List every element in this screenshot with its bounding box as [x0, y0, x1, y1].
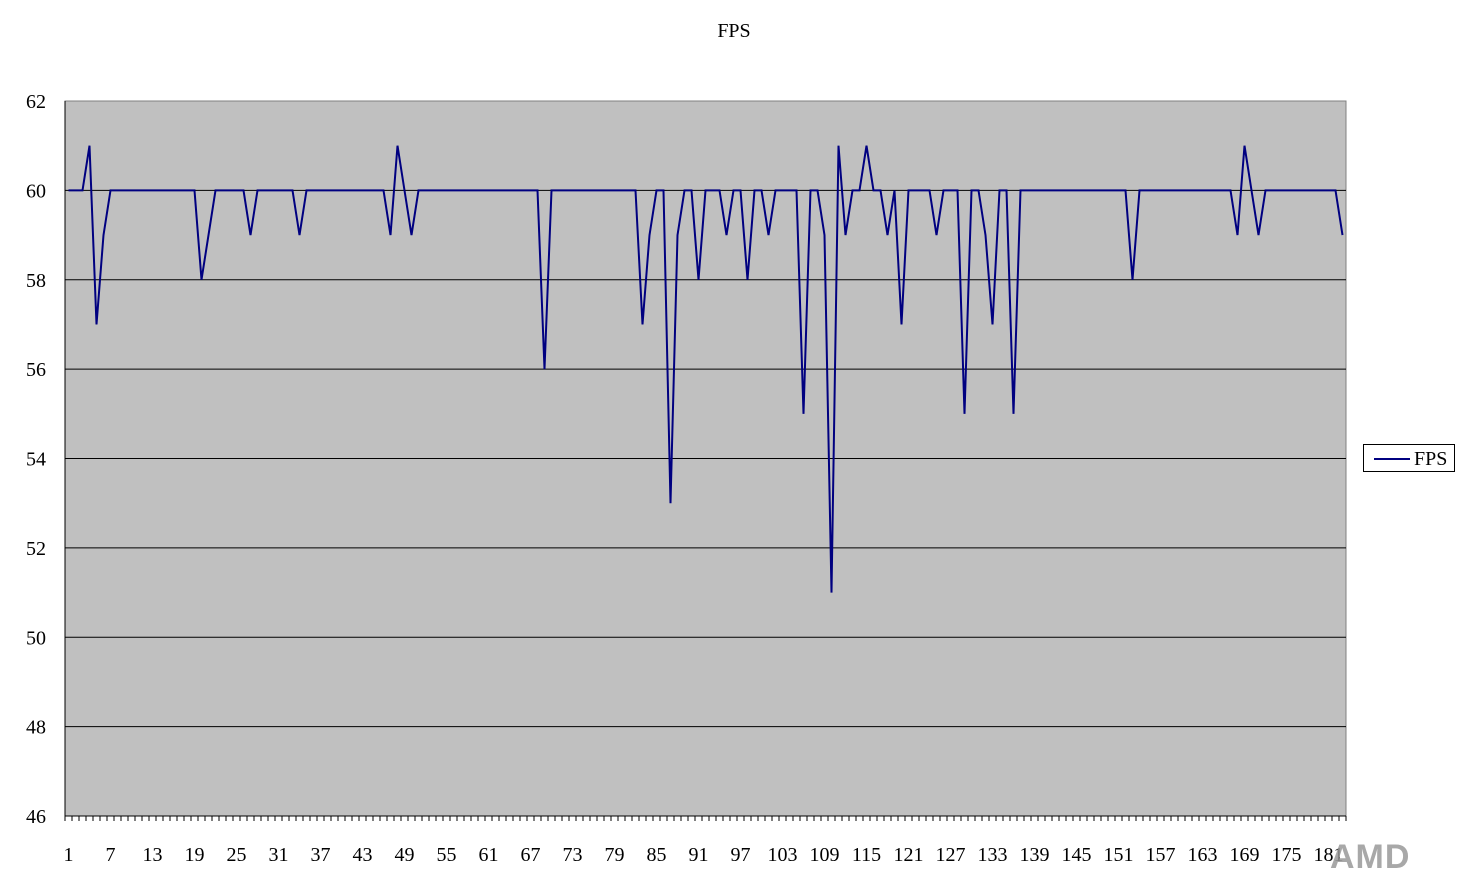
- x-tick-label: 127: [936, 844, 966, 866]
- y-tick-label: 46: [26, 806, 46, 828]
- x-tick-label: 61: [479, 844, 499, 866]
- x-tick-label: 157: [1146, 844, 1176, 866]
- x-tick-label: 7: [106, 844, 116, 866]
- y-tick-label: 56: [26, 359, 46, 381]
- x-tick-label: 97: [731, 844, 751, 866]
- chart-title: FPS: [717, 20, 751, 42]
- x-tick-label: 121: [894, 844, 924, 866]
- x-tick-label: 85: [647, 844, 667, 866]
- series-line-fps: [68, 145, 1344, 593]
- x-tick-label: 139: [1020, 844, 1050, 866]
- x-tick-label: 79: [605, 844, 625, 866]
- x-tick-label: 115: [852, 844, 881, 866]
- legend-label: FPS: [1414, 448, 1448, 470]
- x-tick-label: 133: [978, 844, 1008, 866]
- x-tick-label: 163: [1188, 844, 1218, 866]
- y-tick-label: 50: [26, 627, 46, 649]
- x-tick-label: 67: [521, 844, 541, 866]
- x-tick-label: 37: [311, 844, 331, 866]
- x-tick-label: 145: [1062, 844, 1092, 866]
- x-tick-label: 109: [810, 844, 840, 866]
- x-tick-label: 73: [563, 844, 583, 866]
- x-tick-label: 91: [689, 844, 709, 866]
- x-tick-label: 151: [1104, 844, 1134, 866]
- x-tick-label: 49: [395, 844, 415, 866]
- y-tick-label: 60: [26, 180, 46, 202]
- y-tick-label: 52: [26, 538, 46, 560]
- y-tick-label: 58: [26, 270, 46, 292]
- x-tick-label: 25: [227, 844, 247, 866]
- x-tick-label: 31: [269, 844, 289, 866]
- x-tick-label: 55: [437, 844, 457, 866]
- legend-swatch: [1374, 458, 1410, 460]
- x-tick-label: 175: [1272, 844, 1302, 866]
- x-tick-label: 43: [353, 844, 373, 866]
- x-tick-label: 1: [64, 844, 74, 866]
- y-tick-label: 54: [26, 449, 46, 471]
- x-tick-label: 19: [185, 844, 205, 866]
- legend: FPS: [1363, 444, 1455, 472]
- amd-logo: AMD: [1330, 838, 1411, 876]
- x-tick-label: 103: [768, 844, 798, 866]
- y-tick-label: 48: [26, 717, 46, 739]
- x-tick-label: 181: [1314, 844, 1344, 866]
- x-tick-label: 169: [1230, 844, 1260, 866]
- y-tick-label: 62: [26, 91, 46, 113]
- x-tick-label: 13: [143, 844, 163, 866]
